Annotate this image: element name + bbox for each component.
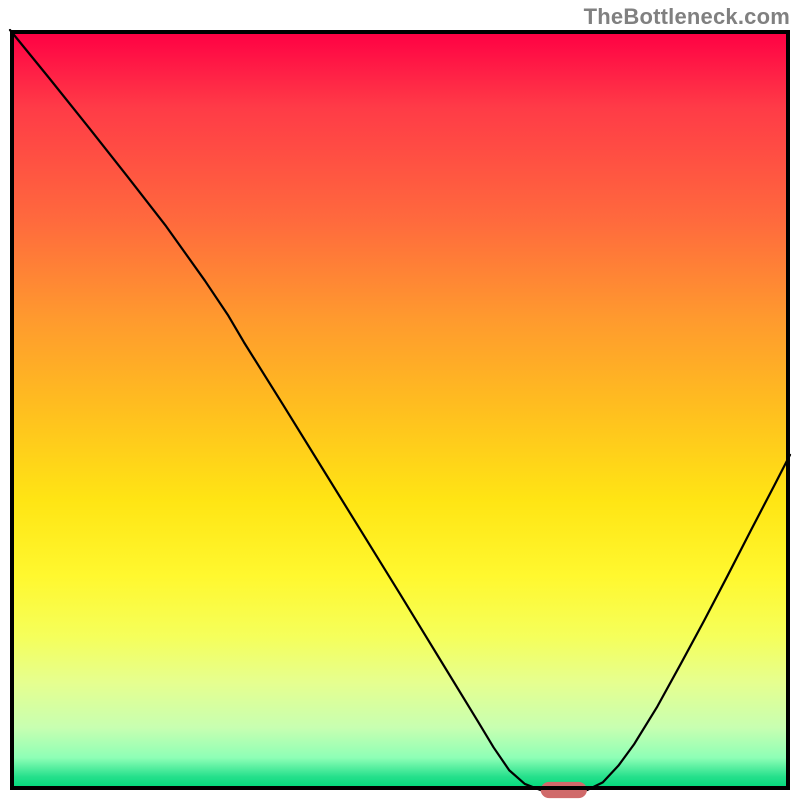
bottleneck-curve-chart	[0, 0, 800, 800]
watermark-label: TheBottleneck.com	[584, 4, 790, 30]
plot-background	[12, 32, 788, 788]
chart-container: TheBottleneck.com	[0, 0, 800, 800]
